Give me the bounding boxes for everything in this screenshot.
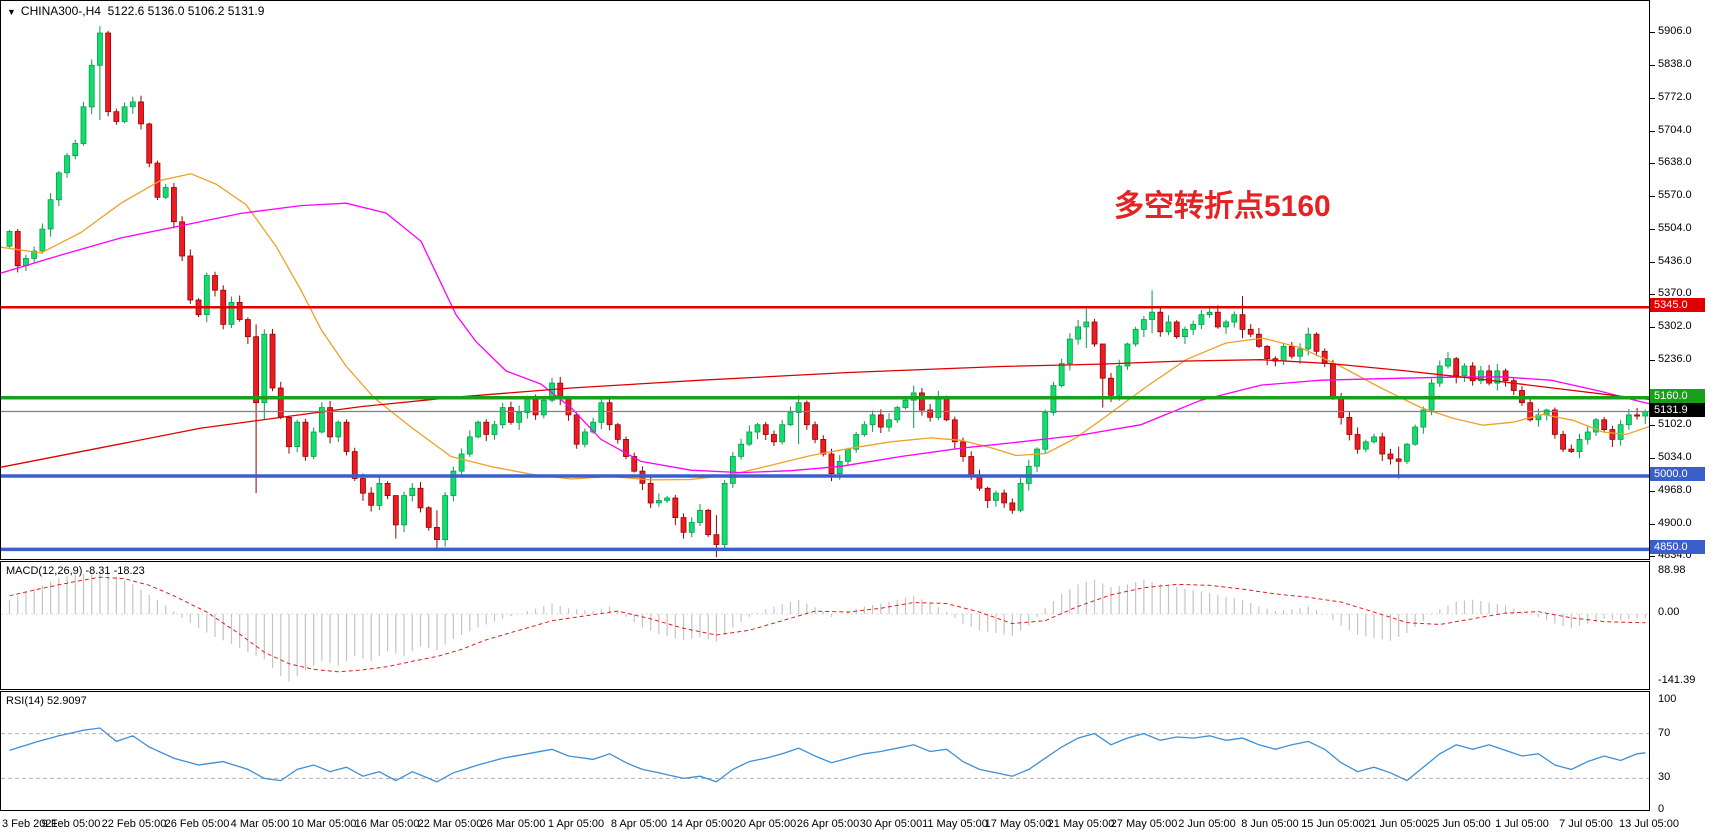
price-tick-label: 5302.0 — [1658, 320, 1692, 332]
time-axis-label: 15 Jun 05:00 — [1301, 818, 1365, 830]
time-axis-label: 26 Apr 05:00 — [796, 818, 860, 830]
time-axis-label: 22 Mar 05:00 — [417, 818, 483, 830]
time-axis-label: 3 Feb 2021 — [2, 818, 58, 830]
time-axis-label: 21 May 05:00 — [1047, 818, 1115, 830]
macd-indicator-panel[interactable]: MACD(12,26,9) -8.31 -18.23 — [0, 561, 1650, 690]
rsi-level-lines — [1, 733, 1649, 779]
price-tick-mark — [1650, 131, 1655, 132]
price-tick-mark — [1650, 458, 1655, 459]
time-axis-label: 26 Feb 05:00 — [164, 818, 230, 830]
price-tick-label: 5504.0 — [1658, 222, 1692, 234]
price-tick-mark — [1650, 360, 1655, 361]
time-axis-label: 11 May 05:00 — [922, 818, 988, 830]
rsi-line — [9, 727, 1646, 783]
ma-orange — [1, 173, 1649, 481]
price-tick-mark — [1650, 491, 1655, 492]
price-tick-label: 5638.0 — [1658, 156, 1692, 168]
time-axis-label: 16 Mar 05:00 — [354, 818, 420, 830]
price-tick-label: 5570.0 — [1658, 189, 1692, 201]
price-tick-mark — [1650, 327, 1655, 328]
rsi-axis-label: 30 — [1658, 771, 1671, 783]
price-tick-label: 5838.0 — [1658, 58, 1692, 70]
price-tick-mark — [1650, 98, 1655, 99]
price-level-badge: 4850.0 — [1650, 540, 1705, 554]
price-axis[interactable]: 5906.0 5838.0 5772.0 5704.0 5638.0 5570.0 5504… — [1650, 0, 1722, 838]
price-tick-label: 5102.0 — [1658, 418, 1692, 430]
price-tick-mark — [1650, 32, 1655, 33]
time-axis-label: 17 May 05:00 — [984, 818, 1052, 830]
ma-magenta — [1, 202, 1649, 474]
rsi-axis-label: 70 — [1658, 727, 1671, 739]
time-axis-label: 13 Jul 05:00 — [1619, 818, 1679, 830]
price-tick-mark — [1650, 294, 1655, 295]
price-tick-mark — [1650, 262, 1655, 263]
time-axis-label: 27 May 05:00 — [1110, 818, 1178, 830]
price-tick-mark — [1650, 163, 1655, 164]
price-level-badge: 5131.9 — [1650, 403, 1705, 417]
time-axis-label: 8 Jun 05:00 — [1241, 818, 1299, 830]
price-tick-mark — [1650, 425, 1655, 426]
chart-annotation-text[interactable]: 多空转折点5160 — [1114, 190, 1331, 223]
chevron-down-icon[interactable]: ▼ — [7, 7, 16, 17]
price-tick-label: 5236.0 — [1658, 353, 1692, 365]
price-level-badge: 5160.0 — [1650, 389, 1705, 403]
price-tick-label: 5772.0 — [1658, 91, 1692, 103]
time-axis-label: 21 Jun 05:00 — [1364, 818, 1428, 830]
price-tick-mark — [1650, 196, 1655, 197]
macd-histogram — [8, 571, 1646, 682]
time-axis-label: 2 Jun 05:00 — [1178, 818, 1236, 830]
ohlc-values-label: 5122.6 5136.0 5106.2 5131.9 — [107, 4, 265, 18]
price-tick-label: 4900.0 — [1658, 517, 1692, 529]
price-level-badge: 5000.0 — [1650, 467, 1705, 481]
macd-signal-line — [9, 576, 1646, 673]
rsi-indicator-panel[interactable]: RSI(14) 52.9097 — [0, 691, 1650, 811]
candlestick-chart[interactable] — [1, 1, 1649, 559]
rsi-axis-label: 100 — [1658, 693, 1677, 705]
price-tick-label: 5034.0 — [1658, 451, 1692, 463]
time-axis-label: 30 Apr 05:00 — [859, 818, 923, 830]
macd-axis-min: -141.39 — [1658, 674, 1696, 686]
time-axis-label: 9 Feb 05:00 — [41, 818, 101, 830]
price-tick-mark — [1650, 556, 1655, 557]
price-tick-mark — [1650, 524, 1655, 525]
macd-axis-max: 88.98 — [1658, 564, 1686, 576]
time-axis-label: 4 Mar 05:00 — [230, 818, 290, 830]
candles-group — [6, 26, 1649, 558]
time-axis-label: 8 Apr 05:00 — [610, 818, 668, 830]
time-axis-label: 10 Mar 05:00 — [291, 818, 357, 830]
price-tick-label: 5704.0 — [1658, 124, 1692, 136]
macd-label: MACD(12,26,9) -8.31 -18.23 — [6, 565, 145, 577]
rsi-label: RSI(14) 52.9097 — [6, 695, 87, 707]
time-axis-label: 1 Jul 05:00 — [1495, 818, 1549, 830]
rsi-axis-label: 0 — [1658, 803, 1665, 815]
main-price-panel[interactable]: ▼ CHINA300-,H4 5122.6 5136.0 5106.2 5131.… — [0, 0, 1650, 560]
time-axis-label: 22 Feb 05:00 — [101, 818, 167, 830]
price-tick-label: 5436.0 — [1658, 255, 1692, 267]
macd-axis-zero: 0.00 — [1658, 606, 1680, 618]
price-tick-label: 5906.0 — [1658, 25, 1692, 37]
price-tick-mark — [1650, 65, 1655, 66]
time-axis-label: 7 Jul 05:00 — [1559, 818, 1613, 830]
macd-chart[interactable] — [1, 562, 1649, 689]
price-tick-label: 5370.0 — [1658, 287, 1692, 299]
price-level-badge: 5345.0 — [1650, 298, 1705, 312]
horizontal-level-lines[interactable] — [1, 306, 1649, 552]
time-axis-label: 14 Apr 05:00 — [670, 818, 734, 830]
symbol-timeframe-label: CHINA300-,H4 — [20, 4, 101, 18]
time-axis[interactable]: 3 Feb 2021 9 Feb 05:00 22 Feb 05:00 26 Feb … — [0, 812, 1679, 838]
time-axis-label: 1 Apr 05:00 — [547, 818, 605, 830]
chart-header: ▼ CHINA300-,H4 5122.6 5136.0 5106.2 5131.… — [7, 4, 264, 18]
time-axis-label: 20 Apr 05:00 — [733, 818, 797, 830]
rsi-chart[interactable] — [1, 692, 1649, 810]
time-axis-label: 25 Jun 05:00 — [1427, 818, 1491, 830]
ma-red — [1, 359, 1649, 468]
price-tick-label: 4968.0 — [1658, 484, 1692, 496]
time-axis-label: 26 Mar 05:00 — [480, 818, 546, 830]
price-tick-mark — [1650, 229, 1655, 230]
